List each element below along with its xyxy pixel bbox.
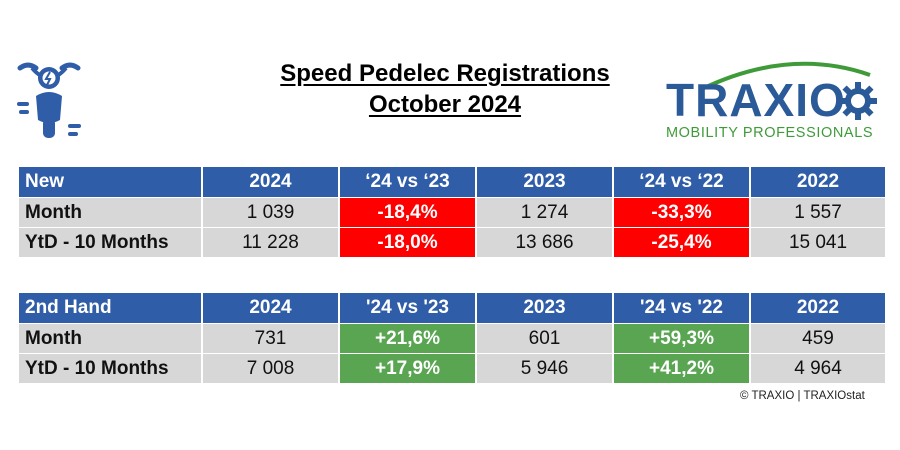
title-line-1: Speed Pedelec Registrations <box>280 60 610 87</box>
cell-2024: 1 039 <box>203 198 338 227</box>
traxio-logo: TRAXIO MOBILITY PROFESSIONALS <box>660 55 885 145</box>
header-vs-2022: '24 vs '22 <box>614 293 749 323</box>
row-label: Month <box>19 198 201 227</box>
copyright-note: © TRAXIO | TRAXIOstat <box>740 390 865 402</box>
logo-brand: TRAXIO <box>666 74 846 126</box>
cell-vs-2023: +17,9% <box>340 354 475 383</box>
cell-2022: 1 557 <box>751 198 885 227</box>
header-2022: 2022 <box>751 167 885 197</box>
cell-2022: 4 964 <box>751 354 885 383</box>
header-vs-2022: ‘24 vs ‘22 <box>614 167 749 197</box>
speed-pedelec-icon <box>17 62 81 138</box>
table-row: Month 1 039 -18,4% 1 274 -33,3% 1 557 <box>19 198 885 227</box>
cell-2023: 5 946 <box>477 354 612 383</box>
cell-2022: 459 <box>751 324 885 353</box>
header-2023: 2023 <box>477 293 612 323</box>
table-row: Month 731 +21,6% 601 +59,3% 459 <box>19 324 885 353</box>
cell-2024: 7 008 <box>203 354 338 383</box>
cell-2024: 11 228 <box>203 228 338 257</box>
header-category: 2nd Hand <box>19 293 201 323</box>
cell-2023: 13 686 <box>477 228 612 257</box>
header-2023: 2023 <box>477 167 612 197</box>
header-vs-2023: '24 vs '23 <box>340 293 475 323</box>
table-header-row: New 2024 ‘24 vs ‘23 2023 ‘24 vs ‘22 2022 <box>19 167 885 197</box>
header-2024: 2024 <box>203 167 338 197</box>
cell-2023: 1 274 <box>477 198 612 227</box>
cell-2022: 15 041 <box>751 228 885 257</box>
table-header-row: 2nd Hand 2024 '24 vs '23 2023 '24 vs '22… <box>19 293 885 323</box>
table-row: YtD - 10 Months 11 228 -18,0% 13 686 -25… <box>19 228 885 257</box>
cell-2024: 731 <box>203 324 338 353</box>
cell-vs-2023: +21,6% <box>340 324 475 353</box>
row-label: Month <box>19 324 201 353</box>
cell-vs-2022: -25,4% <box>614 228 749 257</box>
table-row: YtD - 10 Months 7 008 +17,9% 5 946 +41,2… <box>19 354 885 383</box>
cell-vs-2023: -18,0% <box>340 228 475 257</box>
header-category: New <box>19 167 201 197</box>
page-title: Speed Pedelec Registrations October 2024 <box>230 58 660 120</box>
new-registrations-table: New 2024 ‘24 vs ‘23 2023 ‘24 vs ‘22 2022… <box>17 166 887 258</box>
second-hand-registrations-table: 2nd Hand 2024 '24 vs '23 2023 '24 vs '22… <box>17 292 887 384</box>
cell-vs-2022: +59,3% <box>614 324 749 353</box>
header-2024: 2024 <box>203 293 338 323</box>
cell-vs-2023: -18,4% <box>340 198 475 227</box>
logo-tagline: MOBILITY PROFESSIONALS <box>666 125 874 141</box>
cell-vs-2022: +41,2% <box>614 354 749 383</box>
title-line-2: October 2024 <box>368 91 522 118</box>
cell-vs-2022: -33,3% <box>614 198 749 227</box>
row-label: YtD - 10 Months <box>19 354 201 383</box>
header-2022: 2022 <box>751 293 885 323</box>
header-vs-2023: ‘24 vs ‘23 <box>340 167 475 197</box>
row-label: YtD - 10 Months <box>19 228 201 257</box>
cell-2023: 601 <box>477 324 612 353</box>
gear-icon <box>839 82 877 120</box>
logo-swoosh <box>701 61 871 91</box>
